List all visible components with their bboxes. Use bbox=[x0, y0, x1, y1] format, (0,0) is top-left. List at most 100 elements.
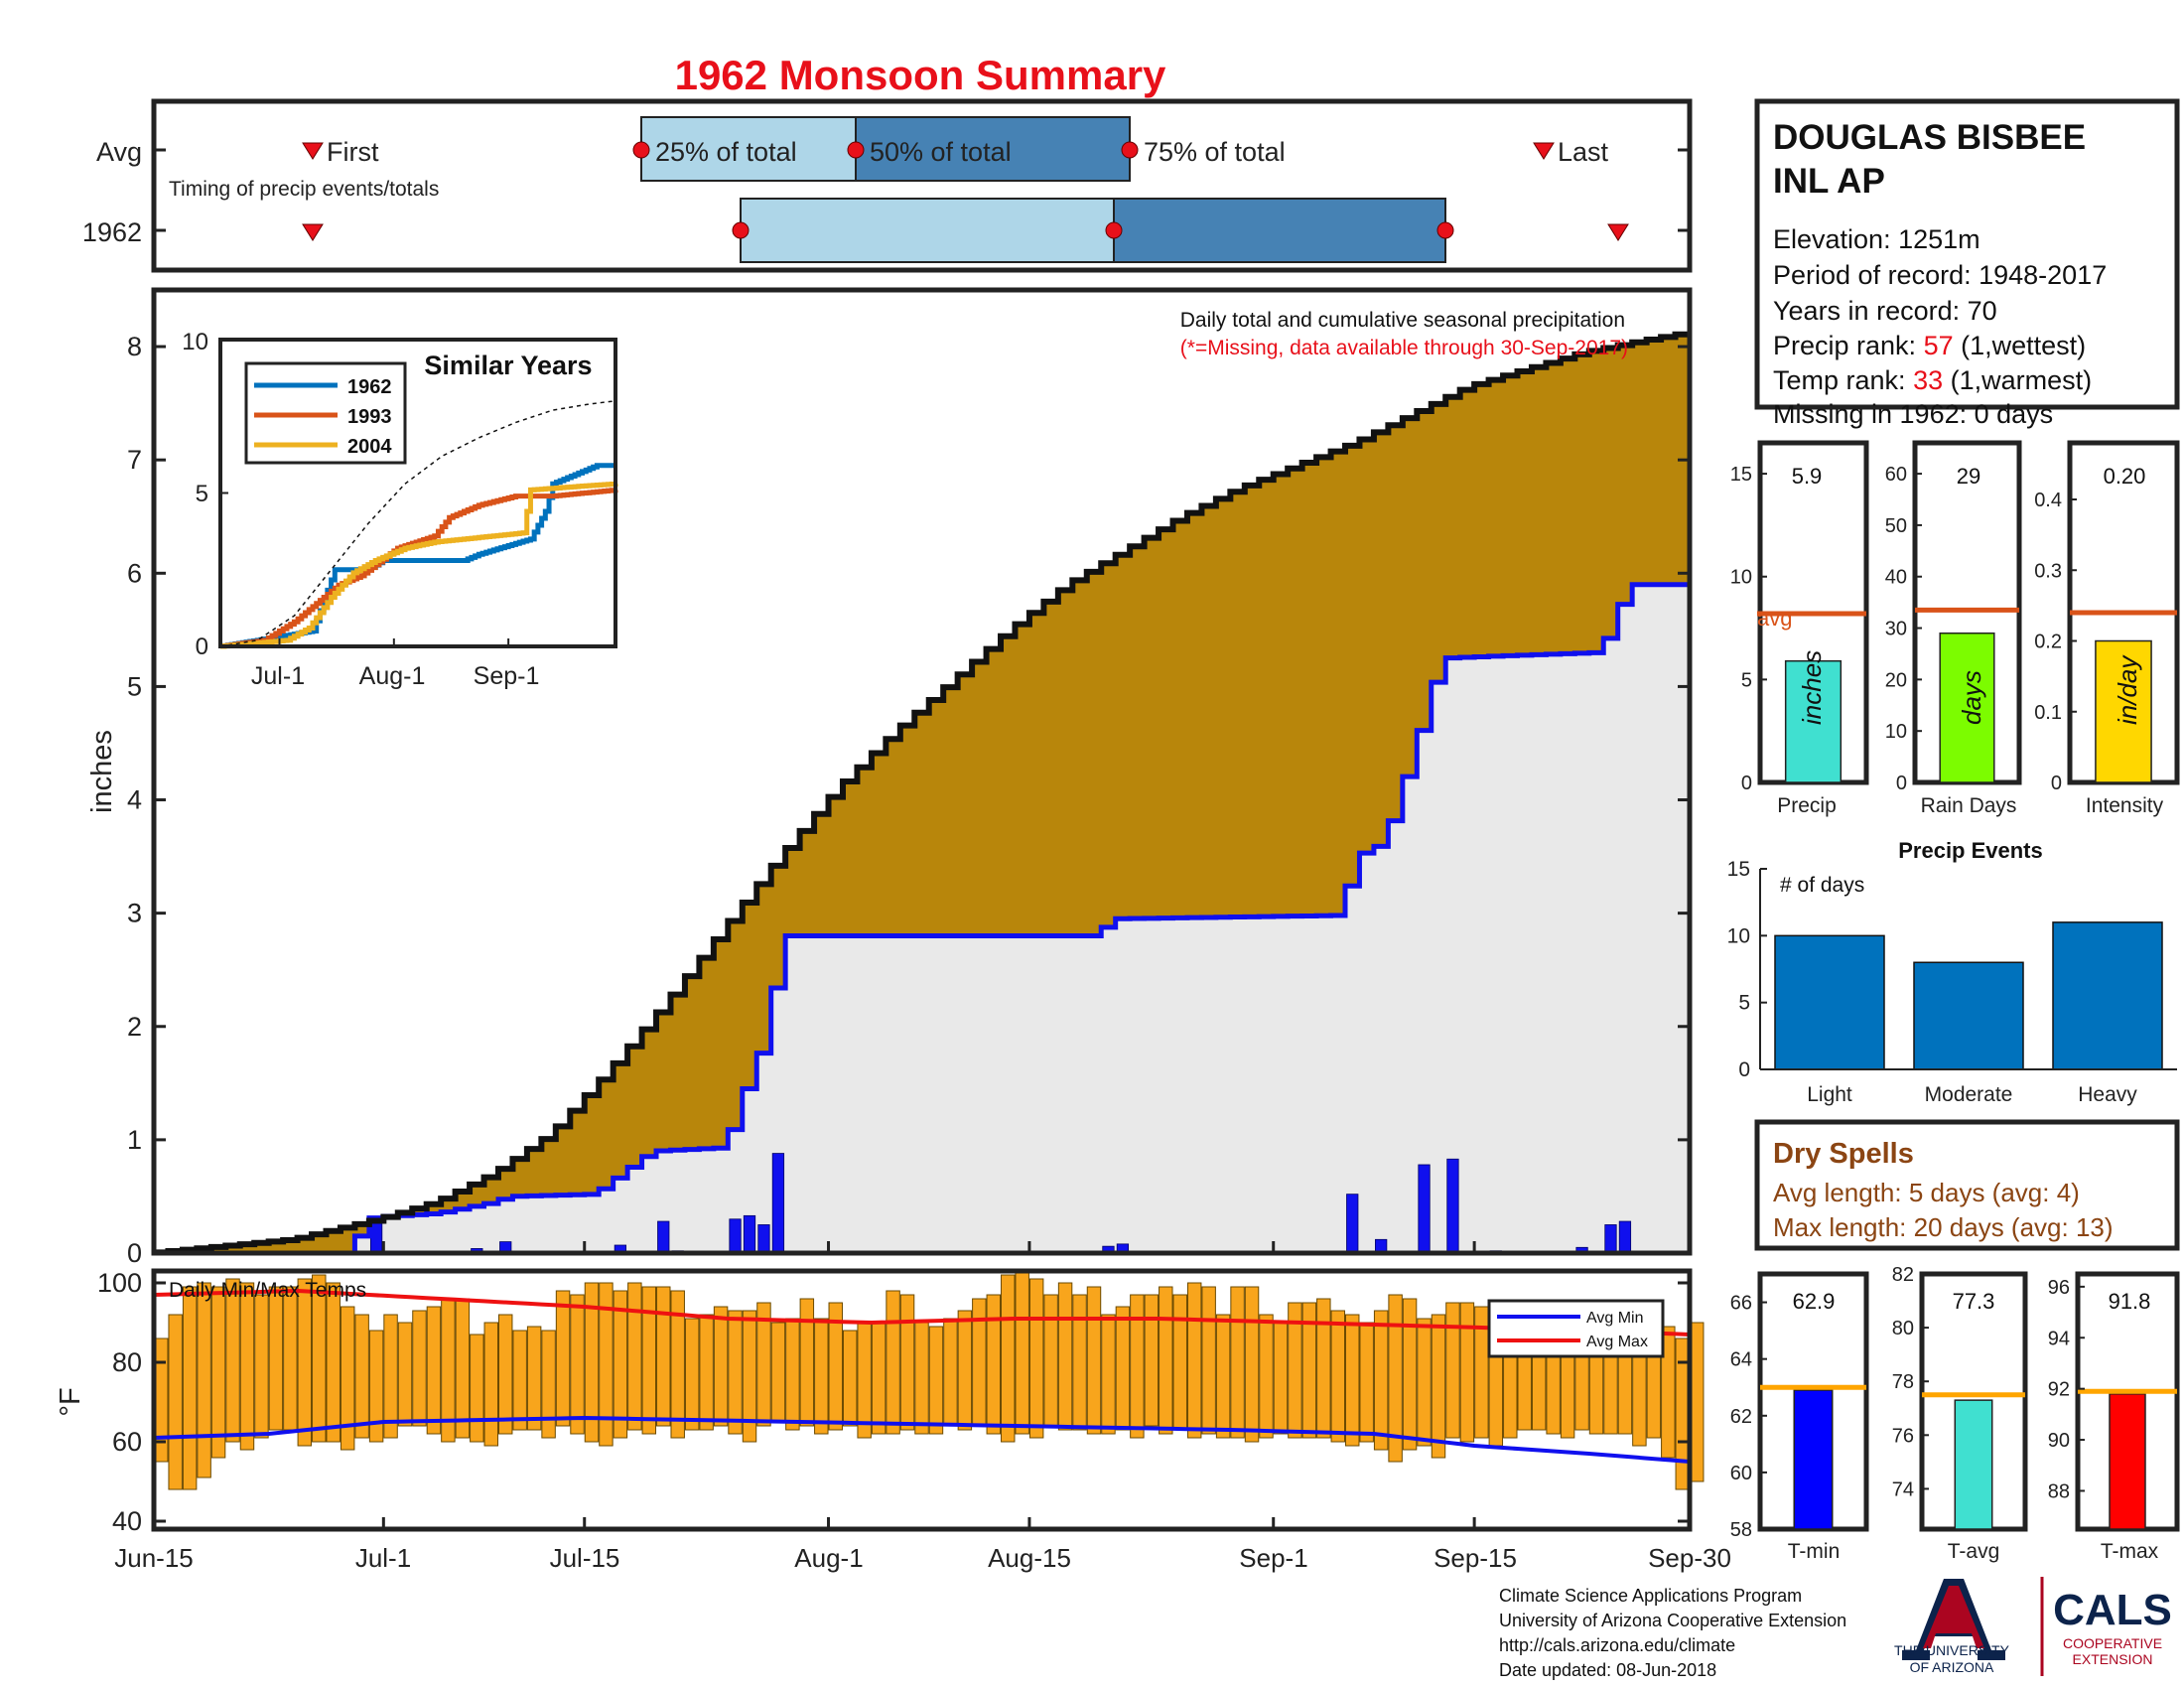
summary-bar-2 bbox=[2095, 639, 2152, 783]
summary-ytick-label: 0 bbox=[2051, 773, 2062, 794]
first-marker-avg bbox=[302, 142, 324, 160]
summary-ytick-label: 10 bbox=[1730, 567, 1752, 589]
daily-temp-bar bbox=[1086, 1286, 1102, 1435]
inset-xtick-aug: Aug-1 bbox=[359, 662, 426, 690]
inset-lines bbox=[219, 339, 618, 649]
daily-temp-bar bbox=[1316, 1298, 1331, 1439]
daily-temp-bar bbox=[627, 1282, 642, 1431]
tmax-value: 91.8 bbox=[2109, 1289, 2151, 1314]
tmin-label: T-min bbox=[1788, 1540, 1841, 1563]
daily-temp-bar bbox=[1373, 1310, 1389, 1451]
inset-legend-2004: 2004 bbox=[347, 436, 392, 458]
daily-precip-bar bbox=[1446, 1158, 1459, 1254]
precip-events-chart: 0 5 10 15 bbox=[1727, 858, 2177, 1081]
intensity-value: 0.20 bbox=[2104, 464, 2146, 489]
daily-temp-bar bbox=[1273, 1322, 1289, 1435]
daily-temp-bar bbox=[799, 1298, 815, 1427]
timing-row-year: 1962 bbox=[82, 217, 142, 247]
daily-temp-bar bbox=[699, 1314, 714, 1431]
daily-temp-bar bbox=[368, 1330, 384, 1443]
temps-y-axis: 40 60 80 100 bbox=[97, 1268, 1692, 1536]
precip-ytick-label: 5 bbox=[127, 671, 142, 701]
timing-caption: Timing of precip events/totals bbox=[169, 178, 439, 201]
summary-ytick-label: 40 bbox=[1885, 567, 1907, 589]
temperature-summary-labels: 62.9 77.3 91.8 T-min T-avg T-max bbox=[1788, 1289, 2159, 1563]
daily-precip-bar bbox=[657, 1220, 670, 1254]
precip-ytick-label: 0 bbox=[127, 1238, 142, 1268]
daily-temp-bar bbox=[1043, 1294, 1058, 1427]
summary-ytick-label: 0 bbox=[1896, 773, 1907, 794]
avg-min-line bbox=[153, 1415, 1691, 1464]
summary-ytick-label: 15 bbox=[1730, 464, 1752, 486]
temps-ytick-label: 80 bbox=[112, 1347, 142, 1377]
daily-temp-bar bbox=[1288, 1302, 1302, 1439]
summary-ytick-label: 0.1 bbox=[2034, 702, 2062, 724]
timing-p25-label: 25% of total bbox=[655, 137, 797, 167]
daily-temp-bar bbox=[354, 1314, 369, 1439]
daily-temp-bar bbox=[312, 1274, 327, 1443]
dry-title: Dry Spells bbox=[1773, 1138, 1914, 1170]
daily-temp-bar bbox=[326, 1282, 341, 1443]
dry-max-length: Max length: 20 days (avg: 13) bbox=[1773, 1212, 2114, 1242]
precip-value: 5.9 bbox=[1792, 464, 1823, 489]
block-a-inner-icon bbox=[1923, 1586, 1984, 1648]
temps-caption: Daily Min/Max Temps bbox=[169, 1279, 366, 1302]
daily-temp-bar bbox=[1144, 1294, 1160, 1427]
figure-title: 1962 Monsoon Summary bbox=[675, 52, 1166, 98]
daily-temp-bar bbox=[899, 1294, 915, 1431]
daily-temp-bar bbox=[728, 1310, 743, 1435]
daily-temp-bar bbox=[397, 1322, 413, 1427]
tsummary-bar-0 bbox=[1793, 1389, 1834, 1530]
daily-temp-bar bbox=[1330, 1310, 1346, 1443]
daily-temp-bar bbox=[613, 1290, 628, 1439]
daily-temp-bar bbox=[340, 1306, 355, 1451]
p75-marker-avg bbox=[1121, 141, 1139, 159]
inset-xtick-jul: Jul-1 bbox=[251, 662, 305, 690]
tsummary-ytick-label: 94 bbox=[2048, 1328, 2070, 1349]
tsummary-ytick-label: 92 bbox=[2048, 1379, 2070, 1401]
intensity-unit: in/day bbox=[2113, 654, 2142, 725]
first-marker-year bbox=[302, 223, 324, 241]
daily-temp-bar bbox=[1186, 1282, 1202, 1439]
station-name-line1: DOUGLAS BISBEE bbox=[1773, 118, 2086, 157]
inset-ytick-10: 10 bbox=[182, 329, 208, 355]
raindays-label: Rain Days bbox=[1921, 794, 2017, 817]
tsummary-ytick-label: 74 bbox=[1892, 1478, 1914, 1500]
inset-ytick-5: 5 bbox=[196, 481, 208, 507]
timing-p50-label: 50% of total bbox=[870, 137, 1012, 167]
daily-temp-bar bbox=[1101, 1314, 1116, 1435]
daily-temp-bar bbox=[1474, 1306, 1489, 1439]
p50-marker-year bbox=[1105, 221, 1123, 239]
daily-temp-bar bbox=[168, 1314, 183, 1490]
daily-temp-bar bbox=[1359, 1322, 1374, 1443]
daily-precip-bar bbox=[729, 1218, 742, 1254]
daily-temp-bar bbox=[283, 1286, 298, 1431]
temps-ytick-label: 60 bbox=[112, 1427, 142, 1457]
box-avg-25-50 bbox=[640, 116, 857, 182]
daily-temp-bar bbox=[239, 1282, 255, 1451]
summary-ytick-label: 10 bbox=[1885, 721, 1907, 743]
summary-ytick-label: 0.2 bbox=[2034, 632, 2062, 653]
year-cumulative-line bbox=[154, 582, 1690, 1256]
daily-temp-bar bbox=[555, 1290, 571, 1427]
station-precip-rank: Precip rank: 57 (1,wettest) bbox=[1773, 331, 2086, 360]
daily-temp-bar bbox=[210, 1286, 226, 1459]
footer-line2: University of Arizona Cooperative Extens… bbox=[1499, 1611, 1846, 1630]
daily-temp-bar bbox=[1388, 1294, 1403, 1463]
inset-frame bbox=[218, 338, 617, 648]
daily-temp-bar bbox=[497, 1314, 513, 1435]
station-elevation: Elevation: 1251m bbox=[1773, 224, 1980, 254]
daily-precip-bar bbox=[1418, 1164, 1431, 1254]
block-a-icon bbox=[1902, 1579, 2005, 1660]
precip-area bbox=[154, 331, 1690, 1256]
daily-temp-bar bbox=[1015, 1270, 1029, 1435]
summary-ytick-label: 50 bbox=[1885, 515, 1907, 537]
summary-ytick-label: 30 bbox=[1885, 619, 1907, 640]
daily-temp-bar bbox=[584, 1282, 600, 1443]
cals-wordmark: CALS bbox=[2053, 1586, 2172, 1634]
p50-marker-avg bbox=[847, 141, 865, 159]
raindays-value: 29 bbox=[1957, 464, 1980, 489]
daily-temp-bar bbox=[713, 1306, 729, 1427]
tsummary-ytick-label: 88 bbox=[2048, 1480, 2070, 1502]
summary-ytick-label: 5 bbox=[1741, 669, 1752, 691]
